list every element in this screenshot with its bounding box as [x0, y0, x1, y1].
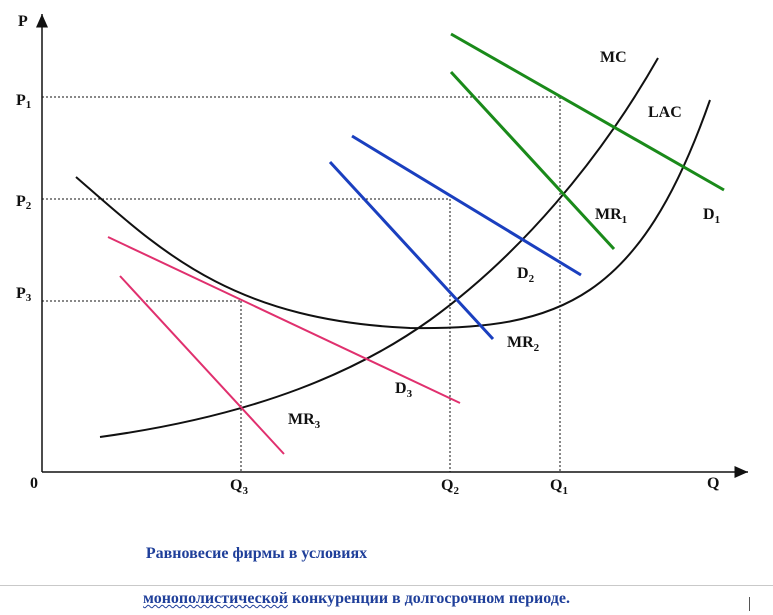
d3-label: D3: [395, 380, 413, 400]
caption-line-1: Равновесие фирмы в условиях: [145, 545, 368, 562]
caption-line-2-rest: конкуренции в долгосрочном периоде.: [287, 590, 570, 607]
d1-line: [450, 32, 725, 192]
mr1-line: [449, 70, 616, 251]
x-axis-label: Q: [707, 475, 719, 492]
y-axis-label: P: [18, 13, 28, 30]
mc-curve: [99, 57, 659, 438]
monopolistic-competition-diagram: P Q 0 P1 P2 P3 Q3 Q2 Q1 MC LAC MR1 D1 D2…: [16, 13, 748, 497]
mr2-line: [328, 160, 495, 341]
mr2-label: MR2: [507, 334, 540, 354]
d2-label: D2: [517, 265, 535, 285]
p3-label: P3: [16, 285, 32, 304]
guide-lines: [42, 96, 561, 472]
lac-label: LAC: [648, 104, 682, 121]
caption-line-2: монополистической конкуренции в долгосро…: [0, 590, 743, 608]
origin-label: 0: [30, 475, 38, 492]
mc-label: MC: [600, 49, 627, 66]
q2-label: Q2: [441, 477, 459, 497]
q3-label: Q3: [230, 477, 248, 497]
d2-line: [351, 134, 582, 277]
d3-line: [107, 236, 461, 404]
mr3-label: MR3: [288, 411, 321, 431]
lac-curve: [75, 99, 711, 330]
caption-underlined-word: монополистической: [143, 590, 288, 607]
divider: [0, 585, 773, 586]
mr3-line: [119, 275, 285, 455]
q1-label: Q1: [550, 477, 568, 497]
scroll-marker: [749, 597, 750, 611]
d1-label: D1: [703, 206, 720, 226]
mr1-label: MR1: [595, 206, 627, 226]
p1-label: P1: [16, 92, 31, 111]
p2-label: P2: [16, 193, 32, 212]
